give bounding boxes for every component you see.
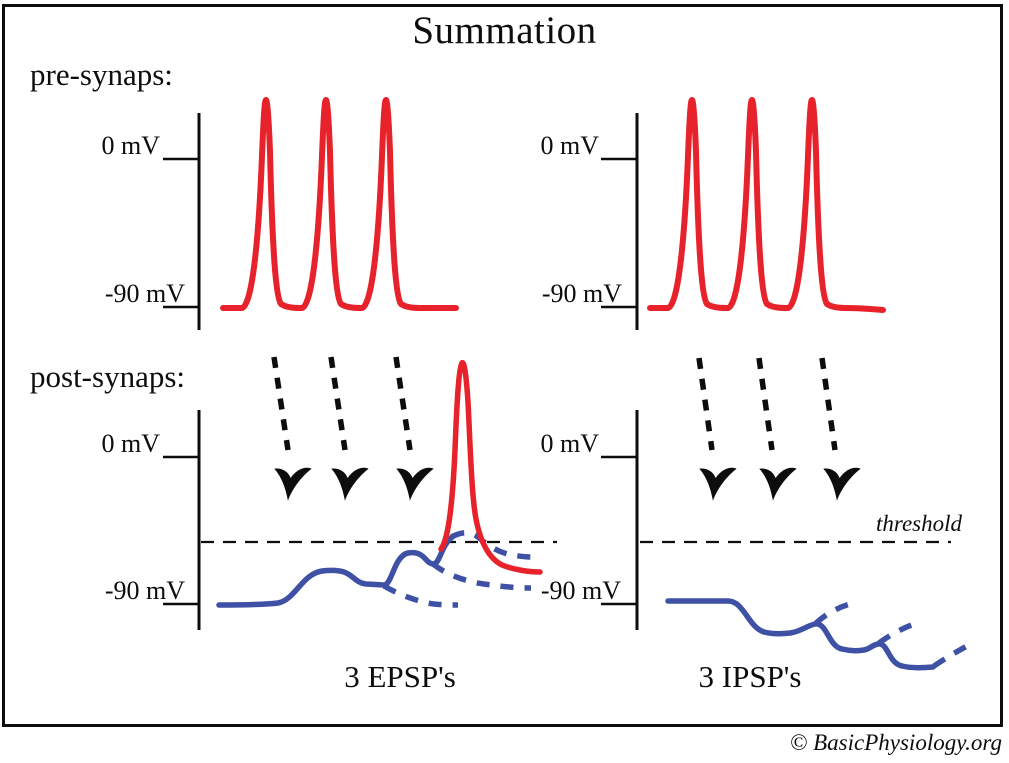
- pre-right-action-potentials: [647, 97, 886, 313]
- post-left-minus90mv-label: -90 mV: [104, 576, 185, 605]
- ipsp-caption: 3 IPSP's: [698, 659, 802, 694]
- synapse-arrow-icon: [393, 356, 434, 501]
- post-right-minus90mv-label: -90 mV: [540, 576, 621, 605]
- post-right-axis: [601, 410, 639, 630]
- ipsp-recovery-dashed-3: [932, 643, 969, 669]
- copyright-text: © BasicPhysiology.org: [789, 730, 1002, 755]
- epsp-summation-trace: [216, 533, 456, 608]
- pre-left-axis: [163, 113, 201, 330]
- synapse-arrows-right: [696, 357, 861, 501]
- figure-title: Summation: [412, 9, 597, 52]
- pre-left-0mv-label: 0 mV: [101, 131, 161, 160]
- threshold-label: threshold: [875, 511, 962, 536]
- ipsp-summation-trace: [665, 598, 936, 671]
- pre-left-minus90mv-label: -90 mV: [104, 279, 185, 308]
- synapse-arrow-icon: [696, 357, 737, 501]
- post-synapse-row-label: post-synaps:: [30, 359, 185, 394]
- synapse-arrow-icon: [328, 356, 369, 501]
- post-left-0mv-label: 0 mV: [101, 429, 161, 458]
- synapse-arrow-icon: [756, 357, 797, 501]
- synapse-arrows-left: [271, 356, 434, 501]
- epsp-decay-dashed-1: [382, 583, 459, 608]
- pre-synapse-row-label: pre-synaps:: [30, 57, 173, 92]
- synapse-arrow-icon: [271, 356, 312, 501]
- triggered-action-potential: [438, 360, 543, 575]
- post-right-0mv-label: 0 mV: [540, 429, 600, 458]
- post-left-axis: [163, 410, 201, 630]
- pre-left-action-potentials: [220, 97, 459, 311]
- pre-right-0mv-label: 0 mV: [540, 131, 600, 160]
- figure-border: [2, 4, 1003, 727]
- synapse-arrow-icon: [819, 357, 861, 501]
- ipsp-recovery-dashed-1: [814, 599, 859, 626]
- pre-right-axis: [601, 113, 639, 330]
- ipsp-recovery-dashed-2: [877, 619, 921, 646]
- epsp-caption: 3 EPSP's: [344, 659, 456, 694]
- epsp-decay-dashed-3: [450, 530, 532, 560]
- pre-right-minus90mv-label: -90 mV: [541, 279, 622, 308]
